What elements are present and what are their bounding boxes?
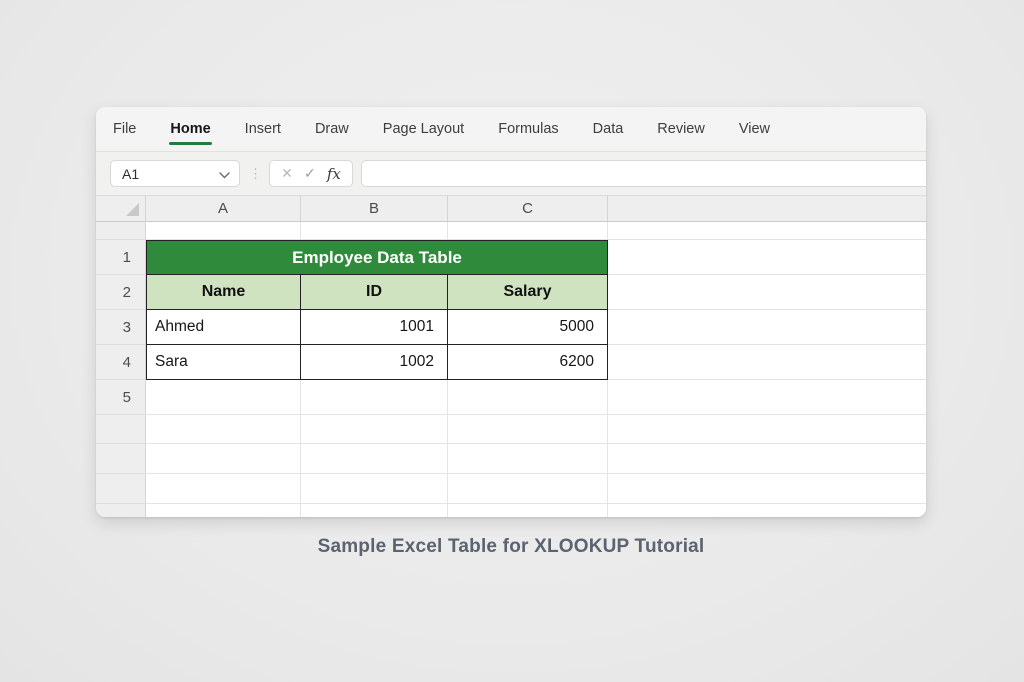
cell[interactable] xyxy=(448,380,608,415)
column-header-b[interactable]: B xyxy=(301,196,448,222)
cell-b3[interactable]: 1001 xyxy=(301,310,448,345)
tab-home[interactable]: Home xyxy=(169,121,212,145)
row-header xyxy=(96,222,146,240)
excel-window: File Home Insert Draw Page Layout Formul… xyxy=(96,107,926,517)
cell[interactable] xyxy=(146,474,301,504)
cell xyxy=(608,504,926,517)
cell[interactable] xyxy=(301,415,448,444)
grid-row-6 xyxy=(96,415,926,444)
tab-view[interactable]: View xyxy=(738,121,771,137)
row-header-1[interactable]: 1 xyxy=(96,240,146,275)
column-header-a[interactable]: A xyxy=(146,196,301,222)
grid-row-2: 2 Name ID Salary xyxy=(96,275,926,310)
drag-handle-dots-icon[interactable]: ⋮ xyxy=(249,165,262,181)
column-header-c[interactable]: C xyxy=(448,196,608,222)
cell xyxy=(608,240,926,275)
cell xyxy=(608,444,926,474)
cell-c4[interactable]: 6200 xyxy=(448,345,608,380)
cell[interactable] xyxy=(301,380,448,415)
cell[interactable] xyxy=(448,474,608,504)
tab-page-layout[interactable]: Page Layout xyxy=(382,121,465,137)
insert-function-icon[interactable]: fx xyxy=(326,164,341,183)
cell-c3[interactable]: 5000 xyxy=(448,310,608,345)
formula-input[interactable] xyxy=(361,160,926,187)
row-header[interactable] xyxy=(96,444,146,474)
grid-row-3: 3 Ahmed 1001 5000 xyxy=(96,310,926,345)
column-header-row: A B C xyxy=(96,196,926,222)
row-header[interactable] xyxy=(96,474,146,504)
tab-file[interactable]: File xyxy=(113,121,137,137)
cell[interactable] xyxy=(448,444,608,474)
cell-a3[interactable]: Ahmed xyxy=(146,310,301,345)
name-box-value: A1 xyxy=(122,165,140,182)
cell-b2-header-id[interactable]: ID xyxy=(301,275,448,310)
cell[interactable] xyxy=(146,415,301,444)
grid-row-7 xyxy=(96,444,926,474)
formula-buttons-group: ✕ ✓ fx xyxy=(269,160,353,187)
row-header-5[interactable]: 5 xyxy=(96,380,146,415)
tab-draw[interactable]: Draw xyxy=(314,121,349,137)
grid-row-partial-top xyxy=(96,222,926,240)
name-box[interactable]: A1 xyxy=(110,160,240,187)
cell[interactable] xyxy=(146,504,301,517)
tab-data[interactable]: Data xyxy=(592,121,624,137)
spreadsheet-grid: A B C 1 Employee Data Table 2 Name ID Sa… xyxy=(96,196,926,517)
cell-a4[interactable]: Sara xyxy=(146,345,301,380)
grid-row-4: 4 Sara 1002 6200 xyxy=(96,345,926,380)
cell[interactable] xyxy=(301,504,448,517)
cell[interactable] xyxy=(448,504,608,517)
cell xyxy=(608,275,926,310)
chevron-down-icon[interactable] xyxy=(219,166,230,182)
tab-formulas[interactable]: Formulas xyxy=(498,121,559,137)
cell-c2-header-salary[interactable]: Salary xyxy=(448,275,608,310)
cell xyxy=(608,222,926,240)
formula-bar: A1 ⋮ ✕ ✓ fx xyxy=(96,152,926,196)
cell xyxy=(608,415,926,444)
cell xyxy=(608,474,926,504)
row-header[interactable] xyxy=(96,415,146,444)
row-header[interactable] xyxy=(96,504,146,517)
cell[interactable] xyxy=(146,444,301,474)
image-caption: Sample Excel Table for XLOOKUP Tutorial xyxy=(317,536,705,557)
cell[interactable] xyxy=(301,444,448,474)
row-header-3[interactable]: 3 xyxy=(96,310,146,345)
cell[interactable] xyxy=(146,222,301,240)
row-header-2[interactable]: 2 xyxy=(96,275,146,310)
select-all-triangle-icon xyxy=(126,203,139,216)
grid-row-8 xyxy=(96,474,926,504)
enter-icon[interactable]: ✓ xyxy=(303,165,316,181)
column-header-filler xyxy=(608,196,926,222)
grid-row-partial-bottom xyxy=(96,504,926,517)
cell[interactable] xyxy=(301,222,448,240)
cell-b4[interactable]: 1002 xyxy=(301,345,448,380)
cell-a2-header-name[interactable]: Name xyxy=(146,275,301,310)
cell[interactable] xyxy=(448,415,608,444)
cell xyxy=(608,310,926,345)
cell xyxy=(608,380,926,415)
grid-row-1: 1 Employee Data Table xyxy=(96,240,926,275)
cell-a1-table-title[interactable]: Employee Data Table xyxy=(146,240,608,275)
cell xyxy=(608,345,926,380)
select-all-button[interactable] xyxy=(96,196,146,222)
row-header-4[interactable]: 4 xyxy=(96,345,146,380)
cell[interactable] xyxy=(301,474,448,504)
cell[interactable] xyxy=(146,380,301,415)
cell[interactable] xyxy=(448,222,608,240)
grid-row-5: 5 xyxy=(96,380,926,415)
tab-review[interactable]: Review xyxy=(657,121,705,137)
tab-insert[interactable]: Insert xyxy=(244,121,281,137)
cancel-icon[interactable]: ✕ xyxy=(281,165,293,181)
ribbon-tab-bar: File Home Insert Draw Page Layout Formul… xyxy=(96,107,926,152)
